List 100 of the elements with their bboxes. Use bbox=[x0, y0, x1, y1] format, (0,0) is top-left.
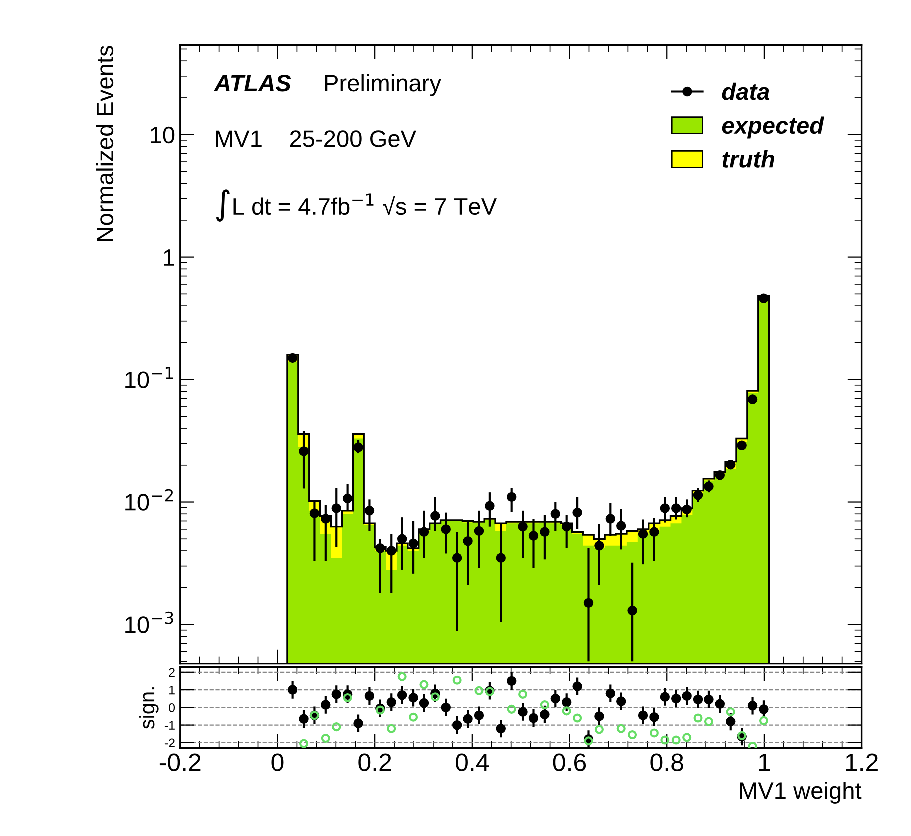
y-tick-label: 1 bbox=[164, 250, 174, 266]
point bbox=[715, 470, 726, 480]
y-tick-label: -1 bbox=[164, 721, 175, 730]
point bbox=[616, 696, 626, 706]
x-tick-label: 0.2 bbox=[358, 754, 392, 772]
point bbox=[354, 718, 364, 728]
point bbox=[694, 714, 703, 723]
annotation: ATLAS bbox=[214, 74, 292, 92]
point bbox=[660, 504, 670, 514]
point bbox=[430, 692, 440, 702]
point bbox=[430, 511, 440, 522]
point bbox=[343, 693, 352, 702]
point bbox=[573, 714, 582, 723]
point bbox=[474, 686, 484, 696]
x-tick-label: 0 bbox=[272, 754, 284, 772]
point bbox=[387, 724, 396, 734]
point bbox=[715, 699, 726, 710]
point bbox=[452, 676, 462, 685]
point bbox=[660, 692, 670, 702]
point bbox=[616, 521, 626, 531]
point bbox=[441, 524, 451, 534]
point bbox=[572, 508, 582, 518]
point bbox=[584, 598, 594, 608]
point bbox=[704, 717, 714, 726]
point bbox=[606, 514, 616, 524]
point bbox=[332, 690, 342, 700]
point bbox=[540, 700, 550, 710]
annotation: MV1 25-200 GeV bbox=[216, 130, 416, 148]
point bbox=[386, 546, 396, 556]
point bbox=[672, 736, 681, 745]
point bbox=[506, 492, 517, 502]
y-tick-label: 10$^{−3}$ bbox=[126, 612, 174, 634]
y-tick-label: 10 bbox=[151, 126, 175, 144]
point bbox=[474, 710, 484, 720]
point bbox=[408, 538, 418, 548]
point bbox=[628, 606, 638, 616]
point bbox=[507, 704, 516, 714]
point bbox=[386, 698, 396, 708]
point bbox=[562, 706, 572, 716]
x-tick-label: -0.2 bbox=[160, 754, 201, 772]
point bbox=[682, 504, 692, 515]
point bbox=[332, 722, 342, 732]
point bbox=[496, 553, 506, 563]
point bbox=[397, 690, 408, 700]
point bbox=[321, 514, 331, 524]
point bbox=[342, 494, 353, 504]
point bbox=[726, 460, 736, 470]
point bbox=[606, 688, 616, 698]
point bbox=[452, 553, 462, 563]
point bbox=[419, 698, 430, 708]
point bbox=[572, 682, 582, 692]
y-tick-label: 10$^{−2}$ bbox=[126, 489, 174, 511]
point bbox=[737, 440, 747, 450]
point bbox=[550, 509, 561, 519]
x-tick-label: 1 bbox=[759, 754, 770, 772]
point bbox=[321, 700, 331, 710]
point bbox=[528, 531, 539, 541]
point bbox=[506, 676, 517, 686]
point bbox=[288, 353, 298, 364]
y-tick-label: 1 bbox=[170, 686, 175, 695]
point bbox=[408, 693, 418, 703]
point bbox=[759, 294, 769, 304]
point bbox=[759, 704, 769, 714]
point bbox=[398, 672, 407, 682]
point bbox=[650, 527, 660, 538]
point bbox=[321, 734, 330, 744]
y-tick-label: 2 bbox=[169, 668, 175, 677]
point bbox=[726, 708, 736, 717]
legend-label: expected bbox=[722, 116, 824, 139]
y-tick-label: 0 bbox=[169, 703, 176, 712]
point bbox=[364, 506, 375, 516]
point bbox=[518, 707, 528, 717]
point bbox=[463, 536, 473, 546]
point bbox=[672, 694, 682, 704]
point bbox=[496, 724, 506, 734]
point bbox=[693, 490, 704, 500]
point bbox=[419, 527, 430, 538]
legend-label: data bbox=[722, 82, 770, 100]
point bbox=[420, 680, 429, 690]
point bbox=[540, 527, 550, 538]
y-axis-title: sign. bbox=[139, 688, 159, 730]
point bbox=[682, 733, 692, 742]
point bbox=[748, 394, 758, 404]
point bbox=[299, 739, 309, 748]
point bbox=[562, 522, 572, 532]
point bbox=[594, 725, 604, 734]
point bbox=[759, 716, 768, 726]
point bbox=[693, 694, 704, 705]
annotation: Preliminary bbox=[325, 74, 442, 96]
point bbox=[562, 698, 572, 708]
x-axis-title: MV1 weight bbox=[740, 782, 862, 804]
point bbox=[354, 442, 364, 452]
point bbox=[518, 522, 528, 532]
point bbox=[704, 694, 714, 705]
point bbox=[299, 446, 309, 456]
point bbox=[704, 482, 714, 492]
y-tick-label: 10$^{−1}$ bbox=[126, 367, 174, 388]
x-tick-label: 1.2 bbox=[846, 754, 878, 772]
point bbox=[452, 720, 462, 730]
point bbox=[638, 529, 648, 539]
